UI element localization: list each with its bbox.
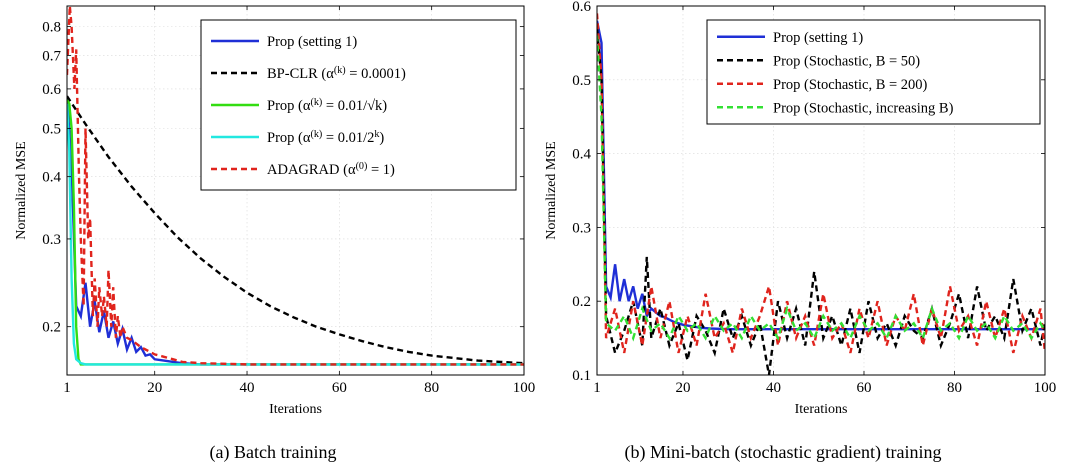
chart-batch-training: 1 20 40 60 80 100 0.2 0.3 0.4 0.5 0.6 0.7 0.8 Iterati…	[14, 5, 536, 463]
x-tick-label: 40	[766, 380, 781, 396]
y-tick-label: 0.2	[42, 320, 61, 336]
x-axis-label: Iterations	[269, 402, 322, 417]
y-tick-label: 0.6	[572, 0, 591, 15]
legend: Prop (setting 1) Prop (Stochastic, B = 50…	[706, 19, 1041, 125]
legend-entry-3: Prop (Stochastic, B = 200)	[773, 77, 928, 93]
legend-entry-5: ADAGRAD (α(0) = 1)	[267, 161, 395, 179]
legend: Prop (setting 1) BP-CLR (α(k) = 0.0001) Pr…	[200, 19, 517, 191]
plot-frame	[66, 5, 525, 376]
y-tick-label: 0.6	[42, 82, 61, 98]
y-tick-label: 0.1	[572, 368, 591, 384]
x-tick-label: 20	[147, 380, 162, 396]
x-tick-label: 60	[332, 380, 347, 396]
series-line-5	[67, 6, 524, 366]
x-tick-label: 20	[675, 380, 690, 396]
x-tick-label: 100	[513, 380, 536, 396]
y-tick-label: 0.2	[572, 294, 591, 310]
legend-entry-2: Prop (Stochastic, B = 50)	[773, 53, 920, 69]
x-tick-label: 100	[1034, 380, 1057, 396]
chart-minibatch-training: 1 20 40 60 80 100 0.1 0.2 0.3 0.4 0.5 0.6 Iterations…	[544, 0, 1056, 463]
x-tick-label: 80	[947, 380, 962, 396]
series-line-4	[597, 35, 1045, 342]
series-line-2	[67, 95, 524, 365]
x-tick-label: 1	[593, 380, 601, 396]
y-tick-label: 0.7	[42, 49, 61, 65]
series-group	[67, 6, 524, 366]
legend-entry-3: Prop (α(k) = 0.01/√k)	[267, 97, 387, 115]
y-axis-label: Normalized MSE	[544, 141, 559, 239]
plot-frame	[596, 5, 1046, 376]
chart-caption: (a) Batch training	[210, 442, 337, 463]
series-line-4	[67, 103, 524, 366]
legend-entry-1: Prop (setting 1)	[267, 34, 357, 50]
y-tick-label: 0.4	[42, 170, 61, 186]
y-tick-label: 0.5	[572, 73, 591, 89]
y-axis-label: Normalized MSE	[14, 141, 29, 239]
x-tick-label: 80	[424, 380, 439, 396]
y-tick-label: 0.4	[572, 147, 591, 163]
series-line-3	[597, 13, 1045, 354]
legend-entry-2: BP-CLR (α(k) = 0.0001)	[267, 65, 406, 83]
x-tick-label: 40	[240, 380, 255, 396]
y-tick-label: 0.8	[42, 20, 61, 36]
x-tick-label: 1	[63, 380, 71, 396]
legend-entry-4: Prop (Stochastic, increasing B)	[773, 100, 954, 116]
chart-caption: (b) Mini-batch (stochastic gradient) tra…	[625, 442, 942, 463]
legend-entry-1: Prop (setting 1)	[773, 30, 863, 46]
y-tick-label: 0.3	[572, 220, 591, 236]
x-axis-label: Iterations	[795, 402, 848, 417]
y-tick-label: 0.3	[42, 232, 61, 248]
legend-entry-4: Prop (α(k) = 0.01/2k)	[267, 129, 384, 147]
y-tick-label: 0.5	[42, 121, 61, 137]
x-tick-label: 60	[856, 380, 871, 396]
series-group	[597, 13, 1045, 375]
